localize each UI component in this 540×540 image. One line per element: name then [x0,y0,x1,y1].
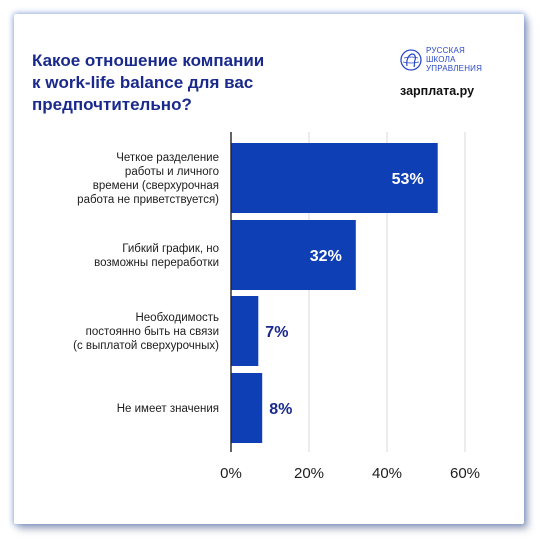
value-label: 7% [265,324,288,341]
zarplata-logo-first-letter: з [398,84,407,98]
category-label: времени (сверхурочная [93,180,219,192]
x-tick-label: 40% [372,465,402,482]
zarplata-logo-z: з [400,84,407,98]
category-label: Необходимость [135,312,219,324]
x-tick-label: 20% [294,465,324,482]
category-label: возможны переработки [94,257,219,269]
title-line: Какое отношение компании [32,51,265,70]
bar [231,296,259,366]
bar [231,220,356,290]
category-label: Гибкий график, но [122,243,219,255]
school-line: РУССКАЯ [426,46,465,55]
globe-head-icon [400,49,422,71]
title-line: к work-life balance для вас [32,73,254,92]
category-label: работа не приветствуется) [77,194,219,206]
value-label: 32% [310,248,342,265]
category-label: работы и личного [125,166,219,178]
x-tick-label: 0% [220,465,242,482]
school-line: ШКОЛА [426,55,456,64]
zarplata-logo: зарплата.ру [398,84,475,98]
value-label: 53% [392,171,424,188]
value-label: 8% [269,401,292,418]
x-tick-label: 60% [450,465,480,482]
zarplata-logo-rest: арплата.ру [406,84,475,98]
school-line: УПРАВЛЕНИЯ [426,64,483,73]
category-label: Четкое разделение [116,152,219,164]
category-label: постоянно быть на связи [86,326,219,338]
bar [231,373,263,443]
category-label: Не имеет значения [117,403,219,415]
chart-title: Какое отношение компании к work-life bal… [32,50,332,116]
title-line: предпочтительно? [32,95,192,114]
bar [231,143,438,213]
russian-school-of-management-logo: РУССКАЯ ШКОЛА УПРАВЛЕНИЯ [400,46,510,76]
category-label: (с выплатой сверхурочных) [73,340,219,352]
